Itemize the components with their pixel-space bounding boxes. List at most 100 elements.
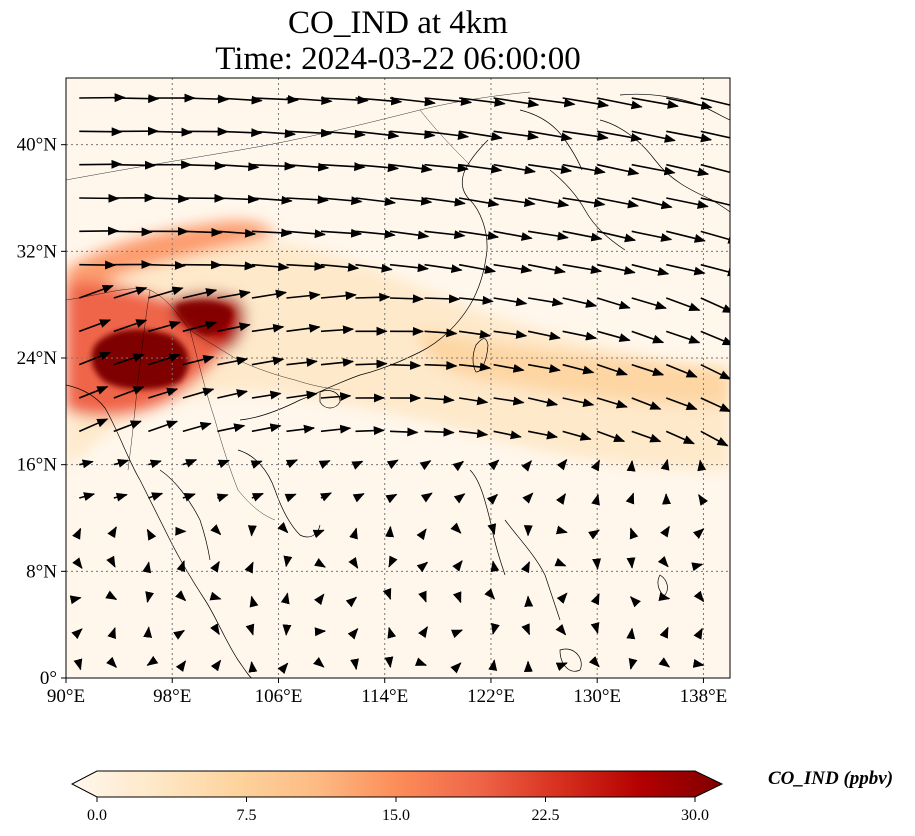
wind-arrow	[182, 387, 215, 399]
wind-arrow	[113, 227, 153, 237]
wind-arrow	[78, 351, 112, 366]
wind-arrow	[527, 397, 559, 407]
wind-arrow	[458, 163, 503, 174]
wind-arrow	[527, 263, 566, 275]
lon-tick-label: 106°E	[255, 686, 303, 707]
wind-arrow	[555, 493, 566, 505]
wind-arrow	[217, 128, 263, 138]
wind-arrow	[424, 427, 455, 437]
wind-arrow	[176, 560, 186, 573]
wind-arrow	[631, 430, 662, 443]
wind-arrow	[665, 297, 701, 312]
wind-arrow	[355, 163, 400, 173]
lon-tick-label: 98°E	[153, 686, 191, 707]
wind-arrow	[452, 591, 462, 604]
wind-arrow	[418, 626, 428, 638]
wind-arrow	[148, 194, 190, 204]
wind-arrow	[286, 323, 321, 333]
wind-arrow	[148, 353, 181, 366]
wind-arrow	[313, 657, 325, 668]
wind-arrow	[424, 230, 466, 240]
wind-arrow	[280, 592, 290, 605]
wind-arrow	[458, 197, 500, 208]
wind-arrow	[182, 320, 218, 333]
wind-arrow	[286, 390, 318, 400]
longitude-axis: 90°E 98°E 106°E 114°E 122°E 130°E 138°E	[47, 678, 727, 707]
wind-arrow	[700, 363, 730, 380]
wind-arrow	[148, 387, 179, 399]
wind-arrow	[250, 460, 263, 469]
wind-arrow	[625, 492, 635, 505]
wind-arrow	[666, 163, 710, 177]
wind-arrow	[424, 263, 463, 274]
wind-arrow	[416, 561, 429, 573]
wind-arrow	[631, 263, 670, 276]
wind-arrow	[458, 396, 489, 406]
wind-arrow	[182, 459, 198, 468]
wind-arrow	[562, 430, 592, 441]
wind-arrow	[590, 459, 601, 472]
wind-arrow	[355, 426, 385, 436]
wind-arrow	[666, 97, 713, 110]
wind-arrow	[488, 659, 498, 672]
wind-arrow	[555, 662, 568, 671]
wind-arrow	[251, 195, 293, 205]
map-time-subtitle: Time: 2024-03-22 06:00:00	[215, 41, 581, 77]
wind-arrow	[388, 555, 398, 568]
wind-arrow	[182, 355, 215, 366]
wind-arrow	[698, 493, 709, 506]
wind-arrow	[631, 230, 673, 242]
lat-tick-label: 8°N	[26, 561, 57, 582]
wind-arrow	[450, 629, 464, 639]
wind-arrow	[389, 97, 436, 107]
lon-tick-label: 122°E	[467, 686, 515, 707]
wind-arrow	[148, 127, 193, 137]
wind-arrow	[286, 195, 329, 205]
wind-arrow	[700, 130, 730, 139]
wind-arrow	[251, 390, 282, 400]
wind-arrow	[700, 163, 730, 174]
wind-arrow	[597, 263, 636, 275]
wind-arrow	[79, 459, 94, 469]
wind-arrow	[424, 294, 461, 304]
wind-arrow	[631, 97, 679, 109]
wind-arrow	[277, 662, 289, 675]
wind-arrow	[491, 622, 500, 635]
wind-arrow	[700, 330, 730, 346]
wind-arrow	[148, 320, 181, 333]
wind-arrow	[487, 523, 497, 536]
wind-arrow	[521, 460, 532, 472]
wind-arrow	[493, 330, 528, 339]
wind-arrow	[631, 397, 662, 410]
latitude-axis: 0° 8°N 16°N 24°N 32°N 40°N	[17, 135, 66, 689]
wind-arrow	[182, 94, 230, 104]
wind-arrow	[145, 591, 155, 604]
wind-arrow	[320, 129, 366, 139]
wind-arrow	[385, 493, 398, 504]
wind-arrow	[217, 356, 249, 366]
wind-arrow	[312, 529, 325, 539]
wind-arrow	[424, 361, 458, 370]
wind-arrow	[484, 588, 496, 600]
wind-arrow	[493, 363, 525, 373]
wind-arrow	[79, 492, 96, 501]
wind-arrow	[286, 424, 316, 434]
wind-arrow	[286, 162, 330, 172]
map-frame	[65, 77, 731, 679]
lat-tick-label: 0°	[40, 668, 57, 689]
wind-arrow	[493, 263, 533, 274]
wind-arrow	[700, 430, 729, 447]
wind-arrow	[286, 229, 326, 239]
wind-arrow	[562, 130, 609, 141]
wind-arrow	[693, 627, 703, 640]
wind-arrow	[493, 430, 522, 440]
wind-arrow	[590, 593, 600, 606]
wind-arrow	[424, 130, 470, 140]
wind-arrow	[389, 263, 430, 273]
wind-arrow	[182, 492, 196, 502]
wind-arrow	[419, 460, 432, 471]
wind-arrow	[660, 458, 670, 471]
wind-arrow	[453, 493, 466, 504]
wind-arrow	[78, 418, 109, 433]
